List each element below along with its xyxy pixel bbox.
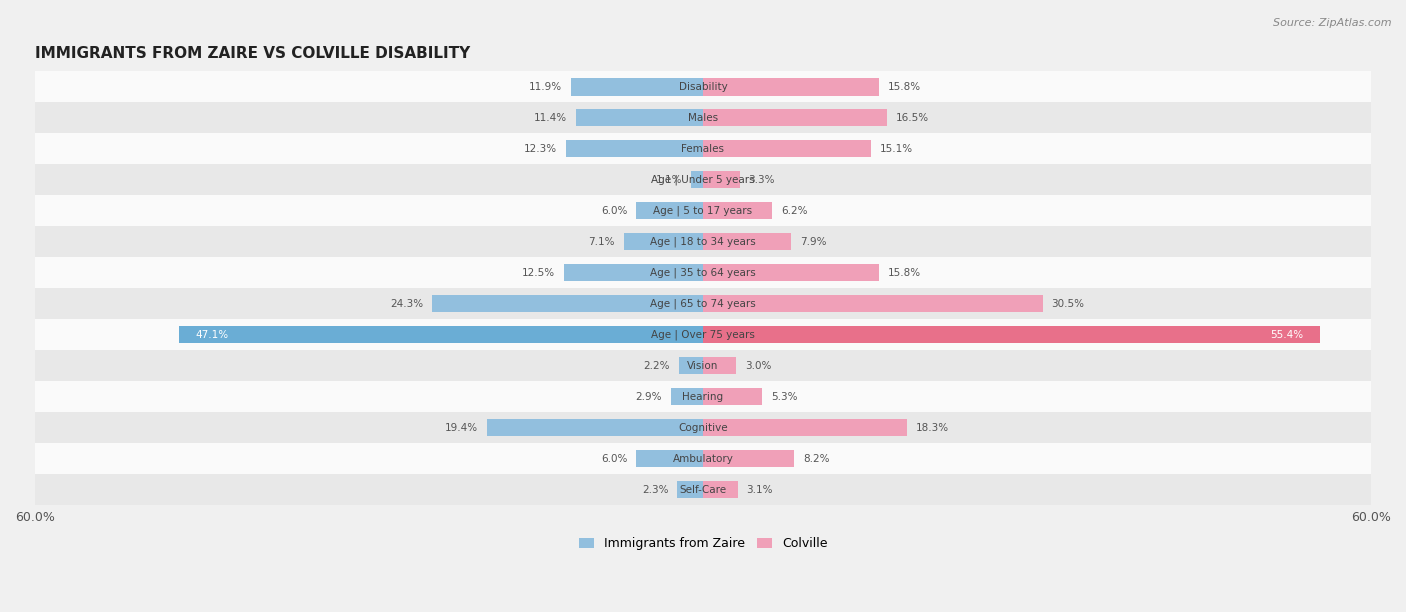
Text: Age | 5 to 17 years: Age | 5 to 17 years [654,206,752,216]
Bar [703,264,879,282]
Text: Females: Females [682,144,724,154]
Bar [703,140,872,157]
Text: 11.4%: 11.4% [534,113,567,123]
Text: Source: ZipAtlas.com: Source: ZipAtlas.com [1274,18,1392,28]
Bar [703,78,879,95]
Bar [671,388,703,405]
Text: Age | 65 to 74 years: Age | 65 to 74 years [650,299,756,309]
Text: 15.1%: 15.1% [880,144,912,154]
Bar [703,450,794,468]
Text: 8.2%: 8.2% [803,453,830,464]
Text: 6.0%: 6.0% [600,206,627,216]
Text: 18.3%: 18.3% [915,423,949,433]
Text: 7.9%: 7.9% [800,237,827,247]
Text: 3.0%: 3.0% [745,361,772,371]
Bar [576,110,703,127]
Bar [678,481,703,498]
Bar [35,443,1371,474]
Text: Age | Over 75 years: Age | Over 75 years [651,330,755,340]
Text: Males: Males [688,113,718,123]
Bar [179,326,703,343]
Bar [35,381,1371,412]
Legend: Immigrants from Zaire, Colville: Immigrants from Zaire, Colville [574,532,832,556]
Text: 47.1%: 47.1% [195,330,228,340]
Text: 1.1%: 1.1% [655,175,682,185]
Bar [703,203,772,220]
Text: 11.9%: 11.9% [529,82,561,92]
Bar [35,412,1371,443]
Bar [486,419,703,436]
Text: 2.3%: 2.3% [643,485,668,494]
Bar [35,102,1371,133]
Bar [35,474,1371,506]
Bar [636,450,703,468]
Bar [624,233,703,250]
Text: Cognitive: Cognitive [678,423,728,433]
Bar [35,319,1371,350]
Text: IMMIGRANTS FROM ZAIRE VS COLVILLE DISABILITY: IMMIGRANTS FROM ZAIRE VS COLVILLE DISABI… [35,46,470,61]
Text: 3.3%: 3.3% [748,175,775,185]
Text: Age | 18 to 34 years: Age | 18 to 34 years [650,237,756,247]
Text: 2.9%: 2.9% [636,392,662,402]
Bar [35,195,1371,226]
Text: 16.5%: 16.5% [896,113,929,123]
Text: Age | Under 5 years: Age | Under 5 years [651,174,755,185]
Text: 6.2%: 6.2% [780,206,807,216]
Text: Disability: Disability [679,82,727,92]
Bar [703,388,762,405]
Text: 15.8%: 15.8% [887,268,921,278]
Text: Hearing: Hearing [682,392,724,402]
Text: Ambulatory: Ambulatory [672,453,734,464]
Bar [679,357,703,375]
Bar [703,357,737,375]
Text: 15.8%: 15.8% [887,82,921,92]
Bar [35,165,1371,195]
Bar [703,110,887,127]
Bar [35,288,1371,319]
Text: 12.3%: 12.3% [524,144,557,154]
Bar [35,72,1371,102]
Bar [564,264,703,282]
Bar [35,133,1371,165]
Bar [703,326,1320,343]
Bar [703,296,1043,312]
Text: 2.2%: 2.2% [643,361,669,371]
Text: 6.0%: 6.0% [600,453,627,464]
Text: 7.1%: 7.1% [589,237,614,247]
Bar [35,258,1371,288]
Text: 19.4%: 19.4% [444,423,478,433]
Bar [433,296,703,312]
Text: Age | 35 to 64 years: Age | 35 to 64 years [650,267,756,278]
Text: Self-Care: Self-Care [679,485,727,494]
Bar [703,171,740,188]
Text: 5.3%: 5.3% [770,392,797,402]
Bar [690,171,703,188]
Bar [571,78,703,95]
Text: 3.1%: 3.1% [747,485,773,494]
Bar [703,233,792,250]
Text: 12.5%: 12.5% [522,268,555,278]
Text: 24.3%: 24.3% [391,299,423,309]
Bar [35,226,1371,258]
Bar [703,419,907,436]
Bar [703,481,738,498]
Text: Vision: Vision [688,361,718,371]
Bar [35,350,1371,381]
Bar [567,140,703,157]
Text: 55.4%: 55.4% [1270,330,1303,340]
Text: 30.5%: 30.5% [1052,299,1084,309]
Bar [636,203,703,220]
